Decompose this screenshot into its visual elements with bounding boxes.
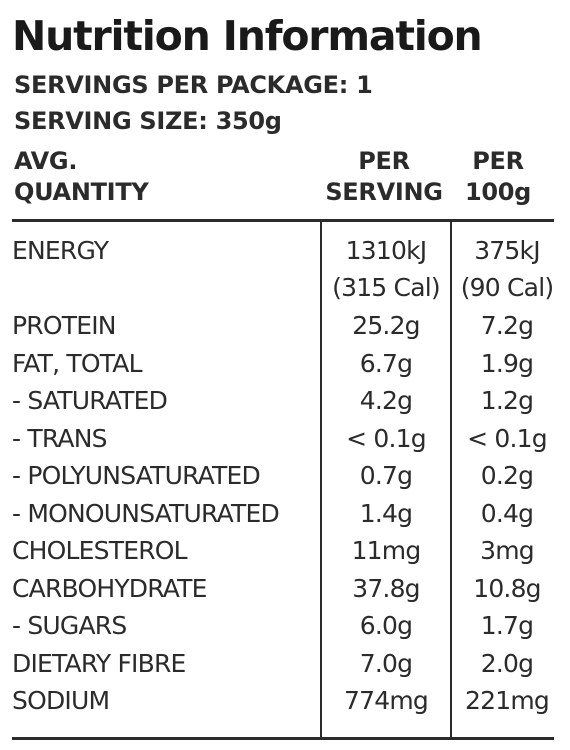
per-100g-value: 375kJ (90 Cal): [452, 232, 562, 306]
per-100g-value: 3mg: [480, 536, 535, 565]
table-row: - MONOUNSATURATED 1.4g 0.4g: [0, 485, 570, 528]
nutrient-name: CARBOHYDRATE: [12, 573, 207, 603]
column-header-per-serving-line1: PER: [358, 147, 410, 175]
nutrient-name: - SATURATED: [12, 386, 168, 415]
nutrient-name: - SUGARS: [12, 611, 127, 640]
nutrient-table: ENERGY 1310kJ (315 Cal) 375kJ (90 Cal) P…: [0, 222, 570, 715]
per-serving-energy-cal: (315 Cal): [332, 273, 441, 302]
per-100g-value: 1.2g: [480, 386, 534, 415]
per-100g-value: 221mg: [465, 686, 550, 715]
nutrient-name: PROTEIN: [12, 311, 116, 340]
per-serving-value: < 0.1g: [346, 423, 427, 453]
column-header-per-serving-line2: SERVING: [325, 178, 443, 206]
per-serving-value: 774mg: [344, 686, 429, 715]
table-row: DIETARY FIBRE 7.0g 2.0g: [0, 635, 570, 678]
table-row: - SUGARS 6.0g 1.7g: [0, 597, 570, 640]
table-row-energy: ENERGY 1310kJ (315 Cal) 375kJ (90 Cal): [0, 222, 570, 302]
table-row: CARBOHYDRATE 37.8g 10.8g: [0, 560, 570, 603]
per-100g-value: 0.2g: [480, 461, 534, 490]
per-serving-value: 25.2g: [352, 311, 420, 340]
nutrient-name: SODIUM: [12, 686, 110, 715]
per-serving-value: 6.7g: [359, 348, 413, 378]
column-divider-100g: [450, 222, 452, 737]
table-row: - SATURATED 4.2g 1.2g: [0, 372, 570, 415]
table-top-rule: [12, 219, 554, 222]
column-header-per-100g: PER 100g: [460, 146, 536, 208]
nutrient-name: - TRANS: [12, 423, 107, 453]
nutrient-name: DIETARY FIBRE: [12, 648, 186, 678]
per-100g-energy-cal: (90 Cal): [460, 273, 554, 302]
per-serving-value: 1310kJ (315 Cal): [322, 232, 450, 306]
per-100g-value: 10.8g: [473, 573, 541, 603]
column-header-quantity: AVG. QUANTITY: [14, 146, 149, 208]
per-100g-value: 2.0g: [480, 648, 534, 678]
per-serving-value: 0.7g: [359, 461, 413, 490]
nutrient-name: CHOLESTEROL: [12, 536, 188, 565]
per-serving-value: 7.0g: [359, 648, 413, 678]
column-header-per-100g-line1: PER: [472, 147, 524, 175]
table-row: PROTEIN 25.2g 7.2g: [0, 297, 570, 340]
nutrient-name: - POLYUNSATURATED: [12, 461, 261, 490]
table-bottom-rule: [12, 737, 554, 740]
column-header-quantity-line1: AVG.: [14, 147, 78, 175]
per-100g-energy-kj: 375kJ: [474, 236, 540, 265]
column-header-quantity-line2: QUANTITY: [14, 178, 149, 206]
per-serving-value: 6.0g: [359, 611, 413, 640]
nutrient-name: - MONOUNSATURATED: [12, 498, 280, 528]
per-serving-energy-kj: 1310kJ: [345, 236, 427, 265]
table-row: - POLYUNSATURATED 0.7g 0.2g: [0, 447, 570, 490]
per-serving-value: 11mg: [351, 536, 422, 565]
column-divider-serving: [320, 222, 322, 737]
table-row: SODIUM 774mg 221mg: [0, 672, 570, 715]
per-serving-value: 1.4g: [359, 498, 413, 528]
per-100g-value: < 0.1g: [467, 423, 548, 453]
per-serving-value: 37.8g: [352, 573, 420, 603]
column-header-per-100g-line2: 100g: [464, 178, 532, 206]
nutrient-name: FAT, TOTAL: [12, 348, 143, 378]
table-row: - TRANS < 0.1g < 0.1g: [0, 410, 570, 453]
per-100g-value: 1.7g: [480, 611, 534, 640]
column-header-per-serving: PER SERVING: [322, 146, 446, 208]
panel-title: Nutrition Information: [12, 12, 483, 60]
serving-size: SERVING SIZE: 350g: [14, 107, 282, 135]
servings-per-package: SERVINGS PER PACKAGE: 1: [14, 71, 373, 99]
nutrient-name: ENERGY: [12, 236, 109, 265]
table-row: FAT, TOTAL 6.7g 1.9g: [0, 335, 570, 378]
per-100g-value: 1.9g: [480, 348, 534, 378]
table-row: CHOLESTEROL 11mg 3mg: [0, 522, 570, 565]
per-100g-value: 7.2g: [480, 311, 534, 340]
per-serving-value: 4.2g: [359, 386, 413, 415]
per-100g-value: 0.4g: [480, 498, 534, 528]
